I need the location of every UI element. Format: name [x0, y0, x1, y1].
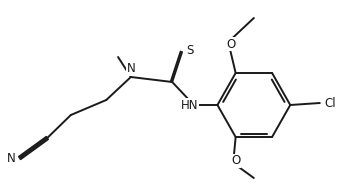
Text: N: N — [7, 152, 16, 164]
Text: O: O — [232, 154, 241, 167]
Text: N: N — [126, 62, 135, 75]
Text: HN: HN — [181, 98, 199, 112]
Text: O: O — [226, 38, 236, 51]
Text: S: S — [186, 43, 193, 56]
Text: Cl: Cl — [325, 97, 336, 110]
